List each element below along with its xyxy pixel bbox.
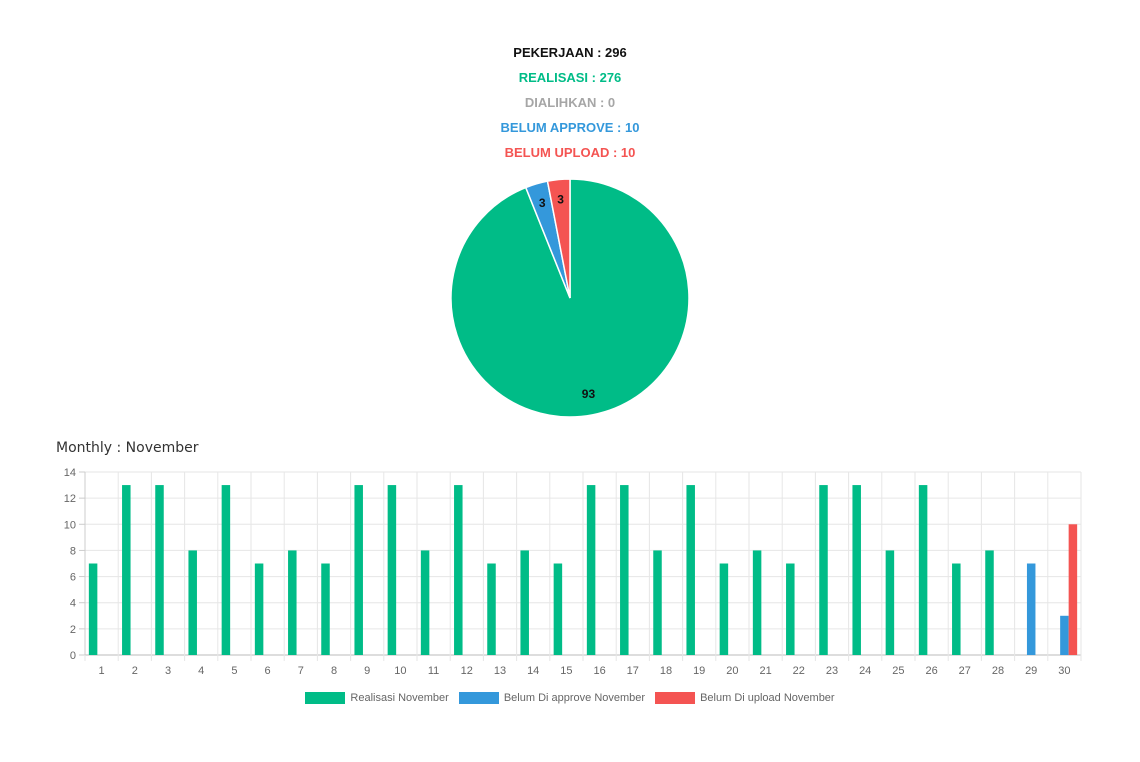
bar-0-28 — [985, 550, 994, 655]
bar-0-1 — [88, 563, 98, 655]
bar-0-13 — [487, 563, 496, 655]
bar-0-5 — [221, 485, 231, 655]
legend-item-2[interactable]: Belum Di upload November — [655, 692, 835, 704]
belum-upload-total: BELUM UPLOAD : 10 — [504, 145, 636, 160]
y-tick-label: 8 — [70, 545, 76, 557]
x-tick-label: 19 — [693, 665, 705, 677]
x-tick-label: 1 — [99, 665, 105, 677]
x-tick-label: 15 — [560, 665, 572, 677]
bar-0-11 — [420, 550, 430, 655]
bar-0-21 — [752, 550, 762, 655]
legend-item-0[interactable]: Realisasi November — [305, 692, 449, 704]
x-tick-label: 25 — [892, 665, 904, 677]
dialihkan-total: DIALIHKAN : 0 — [524, 95, 616, 110]
bar-2-30 — [1068, 524, 1078, 655]
bar-0-6 — [254, 563, 264, 655]
legend-item-1[interactable]: Belum Di approve November — [458, 692, 646, 704]
y-tick-label: 2 — [70, 624, 76, 636]
legend-label: Belum Di approve November — [503, 692, 646, 704]
x-tick-label: 5 — [231, 665, 237, 677]
x-tick-label: 22 — [793, 665, 805, 677]
bar-0-10 — [387, 485, 397, 655]
pie-chart: 93 3 3 — [450, 178, 690, 418]
y-tick-label: 6 — [70, 572, 76, 584]
bar-0-15 — [553, 563, 563, 655]
pie-slice-label-1: 3 — [539, 196, 546, 210]
bar-0-3 — [155, 485, 164, 655]
bar-0-16 — [586, 485, 596, 655]
belum-approve-total: BELUM APPROVE : 10 — [500, 120, 640, 135]
legend-swatch — [655, 692, 696, 704]
x-tick-label: 16 — [593, 665, 605, 677]
pie-slice-label-2: 3 — [557, 193, 564, 207]
x-tick-label: 29 — [1025, 665, 1037, 677]
bar-0-19 — [686, 485, 695, 655]
x-tick-label: 8 — [331, 665, 337, 677]
legend-label: Realisasi November — [350, 692, 449, 704]
x-tick-label: 30 — [1058, 665, 1070, 677]
pie-slice-2 — [546, 178, 571, 299]
bar-0-8 — [321, 563, 330, 655]
bar-0-24 — [852, 485, 861, 655]
realisasi-total: REALISASI : 276 — [518, 70, 622, 85]
bar-1-29 — [1026, 563, 1036, 655]
x-tick-label: 7 — [298, 665, 304, 677]
y-tick-label: 0 — [70, 650, 76, 662]
bar-0-9 — [354, 485, 363, 655]
x-tick-label: 21 — [759, 665, 771, 677]
legend-swatch — [458, 692, 499, 704]
x-tick-label: 27 — [959, 665, 971, 677]
x-tick-label: 10 — [394, 665, 406, 677]
bar-0-17 — [620, 485, 629, 655]
x-tick-label: 23 — [826, 665, 838, 677]
x-tick-label: 3 — [165, 665, 171, 677]
x-tick-label: 26 — [925, 665, 937, 677]
x-tick-label: 6 — [265, 665, 271, 677]
pekerjaan-total: PEKERJAAN : 296 — [513, 45, 627, 60]
bar-0-22 — [786, 563, 795, 655]
bar-0-2 — [122, 485, 131, 655]
x-tick-label: 4 — [198, 665, 204, 677]
bar-0-18 — [653, 550, 662, 655]
y-tick-label: 4 — [70, 598, 76, 610]
y-tick-label: 10 — [64, 519, 76, 531]
bar-1-30 — [1060, 615, 1069, 655]
x-tick-label: 13 — [494, 665, 506, 677]
x-tick-label: 9 — [364, 665, 370, 677]
y-tick-label: 14 — [64, 467, 76, 479]
bar-legend: Realisasi November Belum Di approve Novem… — [0, 692, 1140, 704]
x-tick-label: 18 — [660, 665, 672, 677]
bar-0-7 — [288, 550, 297, 655]
bar-0-23 — [819, 485, 828, 655]
bar-0-4 — [188, 550, 197, 655]
monthly-title: Monthly : November — [56, 440, 199, 456]
bar-0-14 — [520, 550, 529, 655]
legend-label: Belum Di upload November — [700, 692, 835, 704]
x-tick-label: 12 — [461, 665, 473, 677]
x-tick-label: 17 — [627, 665, 639, 677]
bar-0-25 — [885, 550, 895, 655]
legend-swatch — [305, 692, 346, 704]
bar-0-20 — [719, 563, 729, 655]
summary-block: PEKERJAAN : 296 REALISASI : 276 DIALIHKA… — [0, 40, 1140, 165]
y-tick-label: 12 — [64, 493, 76, 505]
x-tick-label: 2 — [132, 665, 138, 677]
bar-0-26 — [918, 485, 928, 655]
x-tick-label: 24 — [859, 665, 871, 677]
x-tick-label: 20 — [726, 665, 738, 677]
bar-0-27 — [952, 563, 961, 655]
x-tick-label: 28 — [992, 665, 1004, 677]
pie-slice-label-0: 93 — [582, 387, 596, 401]
x-tick-label: 14 — [527, 665, 539, 677]
bar-0-12 — [454, 485, 463, 655]
x-tick-label: 11 — [428, 665, 439, 677]
